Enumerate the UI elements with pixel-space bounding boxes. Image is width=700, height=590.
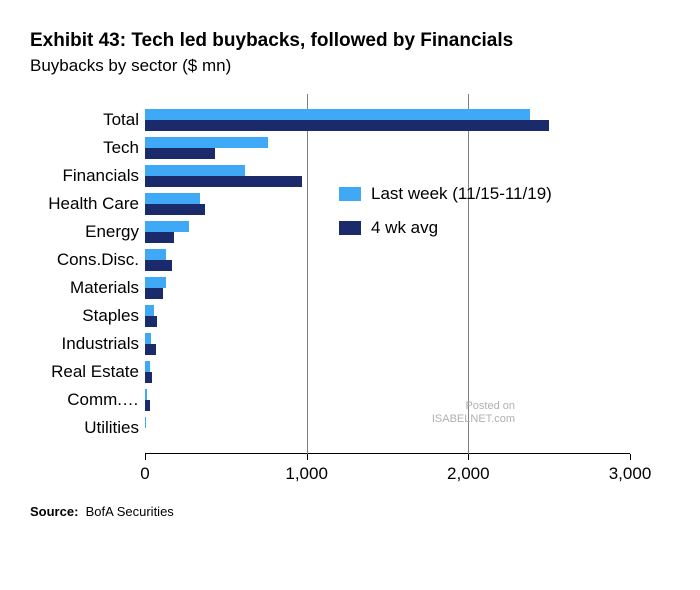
legend-item: Last week (11/15-11/19) [339,184,552,204]
watermark: Posted on ISABELNET.com [432,400,515,426]
bar [145,288,163,299]
bar [145,361,150,372]
bar [145,372,152,383]
category-row: Utilities [145,414,630,442]
bar [145,277,166,288]
source-prefix: Source: [30,504,78,519]
legend-label: 4 wk avg [371,218,438,238]
category-label: Health Care [48,194,145,214]
source-line: Source: BofA Securities [30,504,670,519]
watermark-line1: Posted on [465,400,515,412]
source-text: BofA Securities [86,504,174,519]
x-tick-label: 2,000 [447,454,490,484]
bar [145,249,166,260]
category-label: Comm.… [67,390,145,410]
category-label: Staples [82,306,145,326]
bar [145,193,200,204]
bar [145,417,146,428]
category-row: Comm.… [145,386,630,414]
bar [145,165,245,176]
category-label: Financials [62,166,145,186]
category-label: Energy [85,222,145,242]
x-tick-label: 3,000 [609,454,652,484]
category-label: Utilities [84,418,145,438]
bar [145,109,530,120]
bar [145,120,549,131]
x-tick-label: 0 [140,454,149,484]
category-row: Materials [145,274,630,302]
x-tick-label: 1,000 [285,454,328,484]
bar [145,400,150,411]
chart-subtitle: Buybacks by sector ($ mn) [30,56,670,76]
legend-item: 4 wk avg [339,218,552,238]
category-label: Materials [70,278,145,298]
bar [145,232,174,243]
category-row: Total [145,106,630,134]
chart-container: Last week (11/15-11/19) 4 wk avg Posted o… [30,94,670,454]
category-row: Industrials [145,330,630,358]
bar [145,389,147,400]
bar [145,137,268,148]
legend: Last week (11/15-11/19) 4 wk avg [339,184,552,252]
legend-label: Last week (11/15-11/19) [371,184,552,204]
category-label: Industrials [62,334,145,354]
plot-area: Last week (11/15-11/19) 4 wk avg Posted o… [145,94,630,454]
category-label: Cons.Disc. [57,250,145,270]
watermark-line2: ISABELNET.com [432,413,515,425]
x-axis-line [145,453,630,454]
bar [145,176,302,187]
category-row: Staples [145,302,630,330]
bar [145,148,215,159]
category-label: Real Estate [51,362,145,382]
bar [145,260,172,271]
bar [145,333,151,344]
bar [145,316,157,327]
bar [145,204,205,215]
category-label: Tech [103,138,145,158]
chart-title: Exhibit 43: Tech led buybacks, followed … [30,30,670,52]
category-label: Total [103,110,145,130]
legend-swatch [339,187,361,201]
category-row: Real Estate [145,358,630,386]
bar [145,221,189,232]
category-row: Tech [145,134,630,162]
bar [145,305,154,316]
legend-swatch [339,221,361,235]
bar [145,344,156,355]
